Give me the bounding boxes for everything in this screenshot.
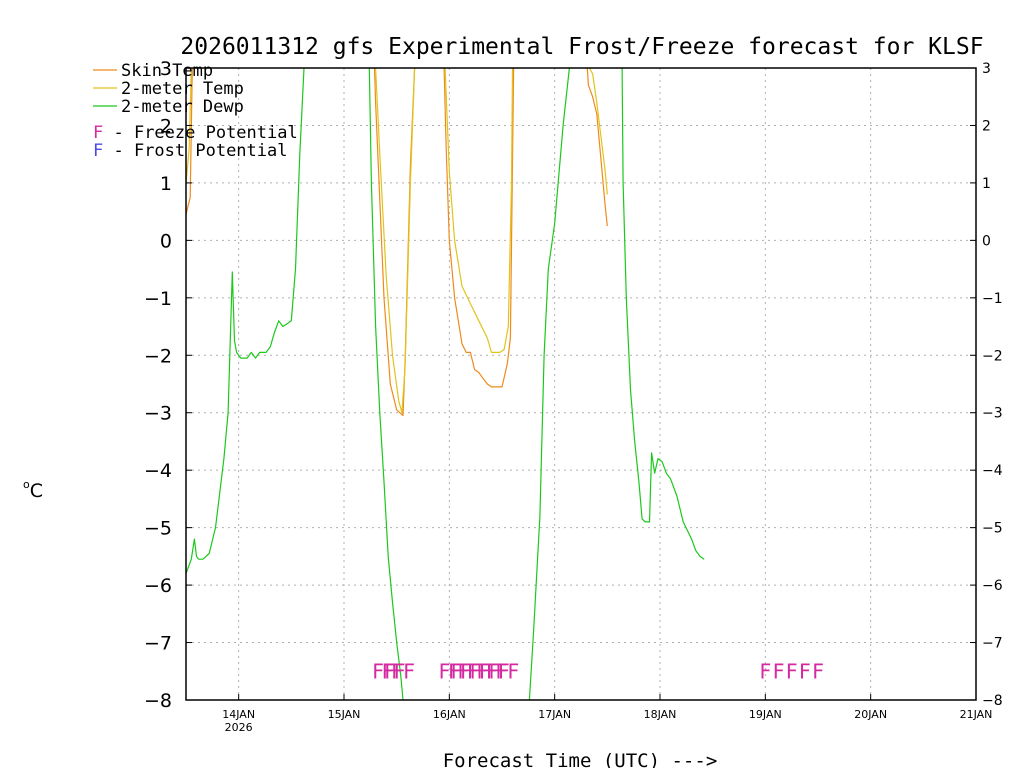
freeze-potential-marker: FF xyxy=(476,659,500,683)
2-meter-dewp-line-segment xyxy=(185,67,305,574)
legend-label: 2-meter Dewp xyxy=(121,97,244,117)
y-tick-label-right: −5 xyxy=(982,521,1003,537)
freeze-potential-marker: FF xyxy=(467,659,491,683)
freeze-potential-marker: FF xyxy=(448,659,472,683)
skin-temp-line-segment xyxy=(586,67,608,227)
2-meter-dewp-line-segment xyxy=(528,67,570,701)
x-tick-label: 20JAN xyxy=(854,708,887,721)
y-tick-label-right: −8 xyxy=(982,693,1003,709)
freeze-potential-marker: F xyxy=(772,659,784,683)
y-tick-label-right: 0 xyxy=(982,233,991,249)
y-axis-label: oC xyxy=(23,478,43,502)
y-tick-label-right: 2 xyxy=(982,118,991,134)
legend-label: Skin Temp xyxy=(121,61,213,81)
2-meter-dewp-line-segment xyxy=(368,67,404,701)
x-tick-label: 15JAN xyxy=(328,708,361,721)
2-meter-dewp-line-segment xyxy=(621,67,705,560)
legend-potential-letter: F xyxy=(93,141,103,161)
legend-potential-text: - Freeze Potential xyxy=(103,123,297,143)
2-meter-temp-line-segment xyxy=(375,67,416,414)
2-meter-temp-line-segment xyxy=(444,67,514,353)
y-tick-label-right: 3 xyxy=(982,61,991,77)
gridlines xyxy=(186,68,976,700)
freeze-potential-marker: F xyxy=(812,659,824,683)
plot-frame xyxy=(185,67,977,701)
y-tick-label-left: −8 xyxy=(144,690,172,712)
y-tick-label-right: −6 xyxy=(982,578,1003,594)
skin-temp-line-segment xyxy=(443,67,515,388)
legend-potential-entry: F - Frost Potential xyxy=(93,141,287,161)
y-axis-label-main: C xyxy=(30,480,43,502)
chart-title: 2026011312 gfs Experimental Frost/Freeze… xyxy=(180,34,983,60)
x-tick-sublabel: 2026 xyxy=(225,721,253,734)
x-axis-label: Forecast Time (UTC) ---> xyxy=(443,750,718,768)
y-axis-ticks: 3 3 2 2 1 1 0 0 −1 −1 −2 −2 −3 −3 −4 −4 −5 −5 −6 −6 −7 −7 −8 −8 xyxy=(144,58,1003,712)
freeze-potential-marker: FF xyxy=(372,659,396,683)
y-tick-label-right: −1 xyxy=(982,291,1003,307)
y-axis-label-sup: o xyxy=(23,478,30,491)
legend-potential-text: - Frost Potential xyxy=(103,141,287,161)
freeze-potential-marker: FF xyxy=(457,659,481,683)
y-tick-label-left: 3 xyxy=(160,58,172,80)
x-tick-label: 16JAN xyxy=(433,708,466,721)
series-lines xyxy=(185,67,705,701)
freeze-potential-marker: F xyxy=(799,659,811,683)
y-tick-label-left: −5 xyxy=(144,518,172,540)
2-meter-temp-line-segment xyxy=(185,67,192,183)
y-tick-label-left: 2 xyxy=(160,115,172,137)
y-tick-label-left: −4 xyxy=(144,460,172,482)
2-meter-temp-line-segment xyxy=(588,67,608,195)
y-tick-label-right: −3 xyxy=(982,406,1003,422)
y-tick-label-left: −3 xyxy=(144,403,172,425)
freeze-potential-marker: FF xyxy=(438,659,462,683)
x-tick-label: 21JAN xyxy=(960,708,993,721)
legend-label: 2-meter Temp xyxy=(121,79,244,99)
freeze-potential-marker: FF xyxy=(381,659,405,683)
y-tick-label-left: −7 xyxy=(144,633,172,655)
y-tick-label-right: −2 xyxy=(982,348,1003,364)
freeze-potential-marker: FF xyxy=(486,659,510,683)
y-tick-label-left: −1 xyxy=(144,288,172,310)
freeze-potential-marker: FF xyxy=(495,659,519,683)
y-tick-label-left: 1 xyxy=(160,173,172,195)
y-tick-label-left: 0 xyxy=(160,230,172,252)
y-tick-label-left: −2 xyxy=(144,345,172,367)
y-tick-label-right: −4 xyxy=(982,463,1003,479)
y-tick-label-right: −7 xyxy=(982,636,1003,652)
y-tick-label-right: 1 xyxy=(982,176,991,192)
freeze-potential-marker: F xyxy=(759,659,771,683)
legend-potential-letter: F xyxy=(93,123,103,143)
x-tick-label: 19JAN xyxy=(749,708,782,721)
y-tick-label-left: −6 xyxy=(144,575,172,597)
freeze-potential-marker: F xyxy=(786,659,798,683)
x-tick-label: 17JAN xyxy=(538,708,571,721)
freeze-potential-marker: FF xyxy=(391,659,415,683)
legend-potential-entry: F - Freeze Potential xyxy=(93,123,298,143)
x-tick-label: 18JAN xyxy=(644,708,677,721)
x-tick-label: 14JAN xyxy=(222,708,255,721)
skin-temp-line-segment xyxy=(185,67,193,215)
